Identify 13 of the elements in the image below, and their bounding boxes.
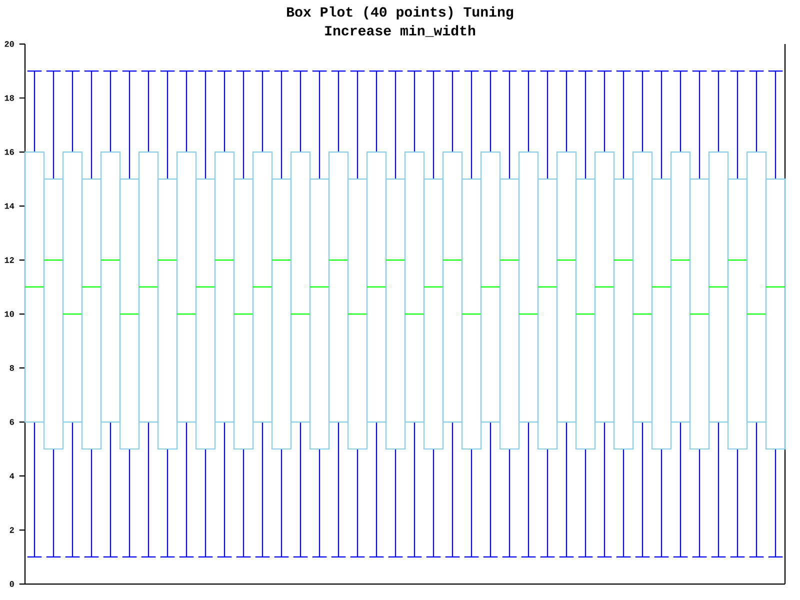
y-tick-label: 20 (4, 41, 14, 47)
y-tick-label: 12 (4, 257, 14, 263)
y-tick-label: 6 (10, 419, 14, 425)
chart-title: Box Plot (40 points) Tuning (287, 6, 514, 20)
y-tick-label: 10 (4, 311, 14, 317)
y-tick-label: 8 (10, 365, 14, 371)
y-tick-label: 14 (4, 203, 14, 209)
y-tick-label: 4 (10, 473, 14, 479)
y-tick-label: 0 (10, 581, 14, 587)
y-tick-label: 16 (4, 149, 14, 155)
y-tick-label: 2 (10, 527, 14, 533)
chart-subtitle: Increase min_width (325, 25, 476, 37)
y-tick-label: 18 (4, 95, 14, 101)
